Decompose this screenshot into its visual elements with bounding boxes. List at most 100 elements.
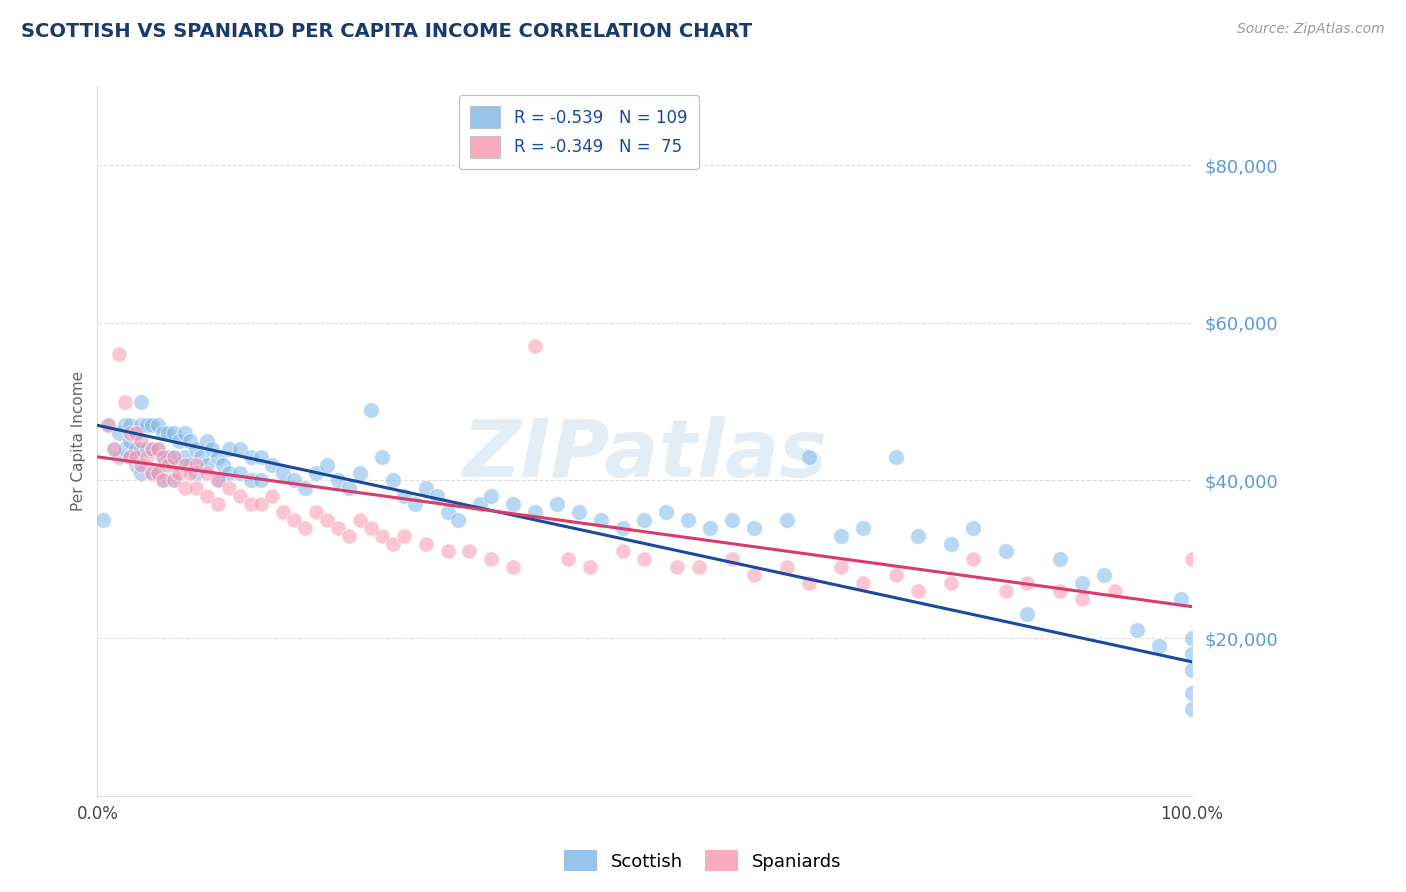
Point bbox=[91, 513, 114, 527]
Point bbox=[152, 474, 174, 488]
Point bbox=[557, 552, 579, 566]
Point bbox=[305, 466, 328, 480]
Point bbox=[470, 497, 492, 511]
Point bbox=[108, 347, 131, 361]
Point bbox=[141, 466, 163, 480]
Point bbox=[305, 505, 328, 519]
Point bbox=[207, 474, 229, 488]
Point bbox=[392, 489, 415, 503]
Point bbox=[250, 450, 273, 464]
Point bbox=[316, 458, 339, 472]
Point bbox=[184, 481, 207, 495]
Point bbox=[907, 528, 929, 542]
Point bbox=[1147, 639, 1170, 653]
Point bbox=[207, 497, 229, 511]
Text: ZIPatlas: ZIPatlas bbox=[463, 417, 827, 494]
Point bbox=[218, 466, 240, 480]
Point bbox=[129, 442, 152, 456]
Point bbox=[392, 528, 415, 542]
Point bbox=[201, 442, 224, 456]
Point bbox=[129, 394, 152, 409]
Point bbox=[371, 528, 394, 542]
Point bbox=[1049, 583, 1071, 598]
Point bbox=[425, 489, 447, 503]
Point bbox=[218, 481, 240, 495]
Point bbox=[129, 418, 152, 433]
Point bbox=[273, 466, 295, 480]
Point bbox=[742, 568, 765, 582]
Point bbox=[195, 434, 218, 448]
Point bbox=[655, 505, 678, 519]
Point bbox=[141, 442, 163, 456]
Point bbox=[174, 458, 197, 472]
Point bbox=[108, 450, 131, 464]
Point bbox=[103, 442, 125, 456]
Point bbox=[124, 426, 146, 441]
Point bbox=[228, 489, 250, 503]
Point bbox=[120, 434, 142, 448]
Point bbox=[114, 442, 136, 456]
Point bbox=[337, 528, 360, 542]
Point bbox=[830, 560, 852, 574]
Point bbox=[633, 513, 655, 527]
Point bbox=[283, 474, 305, 488]
Point bbox=[1170, 591, 1192, 606]
Point bbox=[612, 521, 634, 535]
Point bbox=[404, 497, 426, 511]
Point bbox=[316, 513, 339, 527]
Point bbox=[250, 474, 273, 488]
Point bbox=[546, 497, 568, 511]
Point bbox=[97, 418, 120, 433]
Point bbox=[146, 442, 169, 456]
Point bbox=[326, 521, 349, 535]
Point bbox=[1071, 591, 1094, 606]
Point bbox=[103, 442, 125, 456]
Point bbox=[797, 576, 820, 591]
Point bbox=[184, 458, 207, 472]
Point bbox=[337, 481, 360, 495]
Point bbox=[1104, 583, 1126, 598]
Point bbox=[135, 442, 157, 456]
Point bbox=[699, 521, 721, 535]
Point bbox=[146, 466, 169, 480]
Point bbox=[436, 505, 458, 519]
Text: Source: ZipAtlas.com: Source: ZipAtlas.com bbox=[1237, 22, 1385, 37]
Point bbox=[1049, 552, 1071, 566]
Point bbox=[479, 552, 502, 566]
Point bbox=[884, 450, 907, 464]
Point bbox=[381, 536, 404, 550]
Point bbox=[120, 418, 142, 433]
Point bbox=[633, 552, 655, 566]
Point bbox=[174, 450, 197, 464]
Point bbox=[114, 418, 136, 433]
Point bbox=[415, 536, 437, 550]
Legend: R = -0.539   N = 109, R = -0.349   N =  75: R = -0.539 N = 109, R = -0.349 N = 75 bbox=[458, 95, 699, 169]
Point bbox=[360, 402, 382, 417]
Point bbox=[184, 442, 207, 456]
Point bbox=[907, 583, 929, 598]
Point bbox=[141, 466, 163, 480]
Point bbox=[141, 442, 163, 456]
Point bbox=[239, 450, 262, 464]
Point bbox=[152, 426, 174, 441]
Point bbox=[157, 426, 180, 441]
Point bbox=[502, 560, 524, 574]
Point bbox=[212, 458, 235, 472]
Point bbox=[239, 497, 262, 511]
Point bbox=[776, 560, 799, 574]
Point bbox=[228, 466, 250, 480]
Point bbox=[415, 481, 437, 495]
Point bbox=[349, 513, 371, 527]
Point bbox=[688, 560, 710, 574]
Point bbox=[108, 426, 131, 441]
Point bbox=[218, 442, 240, 456]
Point bbox=[524, 339, 547, 353]
Point bbox=[326, 474, 349, 488]
Point bbox=[1180, 647, 1202, 661]
Text: SCOTTISH VS SPANIARD PER CAPITA INCOME CORRELATION CHART: SCOTTISH VS SPANIARD PER CAPITA INCOME C… bbox=[21, 22, 752, 41]
Point bbox=[939, 576, 962, 591]
Point bbox=[294, 481, 316, 495]
Point bbox=[939, 536, 962, 550]
Point bbox=[962, 552, 984, 566]
Point bbox=[195, 466, 218, 480]
